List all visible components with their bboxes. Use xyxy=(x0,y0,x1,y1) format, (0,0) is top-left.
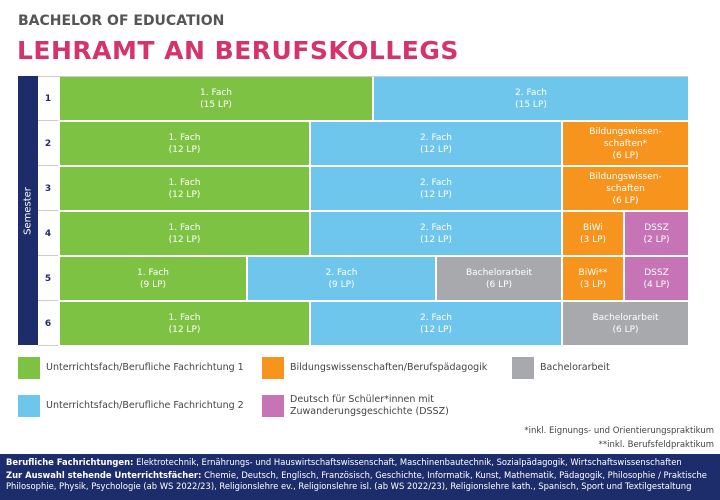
cell-text: DSSZ xyxy=(644,267,669,278)
legend-text: Unterrichtsfach/Berufliche Fachrichtung … xyxy=(46,362,244,373)
cell-text: 2. Fach xyxy=(420,177,452,188)
legend-swatch xyxy=(512,357,534,379)
cell-text: Bachelorarbeit xyxy=(592,312,659,323)
cell-text: Bildungswissen- xyxy=(589,126,662,137)
axis-label: Semester xyxy=(22,187,34,235)
cell-text: (6 LP) xyxy=(612,150,639,161)
cell: 1. Fach (12 LP) xyxy=(60,302,309,345)
cell-text: 2. Fach xyxy=(325,267,358,278)
row-number: 3 xyxy=(38,167,58,211)
legend-text: Zuwanderungsgeschichte (DSSZ) xyxy=(290,406,449,417)
cell-text: (3 LP) xyxy=(579,234,607,245)
footer-lead: Berufliche Fachrichtungen: xyxy=(6,457,134,467)
cell-text: DSSZ xyxy=(644,222,669,233)
footer-text: Elektrotechnik, Ernährungs- und Hauswirt… xyxy=(136,457,682,467)
cell-text: 1. Fach xyxy=(168,132,201,143)
footer-paragraph: Zur Auswahl stehende Unterrichtsfächer: … xyxy=(6,470,714,492)
cell-text: 1. Fach xyxy=(137,267,169,278)
cell-text: Bachelorarbeit xyxy=(465,267,533,278)
legend-label: Unterrichtsfach/Berufliche Fachrichtung … xyxy=(46,400,244,412)
cell-text: schaften* xyxy=(603,138,648,149)
cell-text: 1. Fach xyxy=(168,222,201,233)
grid-border xyxy=(38,76,688,345)
cell: 2. Fach (12 LP) xyxy=(311,167,561,210)
cell: Bachelorarbeit (6 LP) xyxy=(563,302,688,345)
legend-swatch xyxy=(262,395,284,417)
legend-text: Deutsch für Schüler*innen mit xyxy=(290,394,435,405)
legend-label: Deutsch für Schüler*innen mit Zuwanderung… xyxy=(290,394,449,418)
cell: 1. Fach (12 LP) xyxy=(60,167,309,210)
legend-swatch xyxy=(18,357,40,379)
cell-text: (15 LP) xyxy=(200,99,232,110)
cell: 1. Fach (12 LP) xyxy=(60,212,309,255)
title: LEHRAMT AN BERUFSKOLLEGS xyxy=(17,36,459,65)
cell-text: BiWi xyxy=(583,222,603,233)
cell-text: 2. Fach xyxy=(515,87,547,98)
cell-text: (12 LP) xyxy=(420,144,452,155)
legend-label: Unterrichtsfach/Berufliche Fachrichtung … xyxy=(46,362,244,374)
row-number: 4 xyxy=(38,212,58,256)
cell-text: 2. Fach xyxy=(420,312,452,323)
legend-text: Bachelorarbeit xyxy=(540,362,610,373)
cell: BiWi** (3 LP) xyxy=(563,257,623,300)
cell: 1. Fach (15 LP) xyxy=(60,77,372,120)
cell: 2. Fach (12 LP) xyxy=(311,122,561,165)
cell-text: (12 LP) xyxy=(420,234,452,245)
cell-text: (4 LP) xyxy=(643,279,670,290)
cell-text: (12 LP) xyxy=(168,324,201,335)
footnote: *inkl. Eignungs- und Orientierungsprakti… xyxy=(524,426,714,436)
cell: BiWi (3 LP) xyxy=(563,212,623,255)
cell-text: BiWi** xyxy=(578,267,608,278)
cell-text: (6 LP) xyxy=(485,279,513,290)
cell: 2. Fach (12 LP) xyxy=(311,212,561,255)
cell: 2. Fach (9 LP) xyxy=(248,257,435,300)
row-number: 6 xyxy=(38,302,58,346)
cell: Bildungswissen-schaften* (6 LP) xyxy=(563,122,688,165)
cell: DSSZ (2 LP) xyxy=(625,212,688,255)
cell-text: 2. Fach xyxy=(420,222,452,233)
legend-swatch xyxy=(262,357,284,379)
cell-text: (15 LP) xyxy=(515,99,547,110)
kicker: BACHELOR OF EDUCATION xyxy=(18,13,225,29)
cell-text: 1. Fach xyxy=(200,87,232,98)
cell-text: Bildungswissen- xyxy=(589,171,662,182)
footer-text: Chemie, Deutsch, Englisch, Französisch, … xyxy=(6,470,707,491)
cell-text: (12 LP) xyxy=(168,144,201,155)
row-number: 2 xyxy=(38,122,58,166)
semester-axis: Semester xyxy=(18,76,38,345)
cell-text: (12 LP) xyxy=(168,234,201,245)
cell: 2. Fach (15 LP) xyxy=(374,77,688,120)
cell-text: (9 LP) xyxy=(328,279,355,290)
cell-text: (12 LP) xyxy=(168,189,201,200)
cell-text: 1. Fach xyxy=(168,177,201,188)
footer-lead: Zur Auswahl stehende Unterrichtsfächer: xyxy=(6,470,202,480)
cell-text: (12 LP) xyxy=(420,324,452,335)
footnote: **inkl. Berufsfeldpraktikum xyxy=(598,440,714,450)
cell-text: (9 LP) xyxy=(139,279,167,290)
row-number: 1 xyxy=(38,77,58,121)
legend-text: Bildungswissenschaften/Berufspädagogik xyxy=(290,362,488,373)
cell-text: (3 LP) xyxy=(579,279,607,290)
cell: 1. Fach (12 LP) xyxy=(60,122,309,165)
legend-label: Bildungswissenschaften/Berufspädagogik xyxy=(290,362,487,374)
row-number: 5 xyxy=(38,257,58,301)
cell-text: (2 LP) xyxy=(643,234,670,245)
cell-text: (6 LP) xyxy=(612,195,639,206)
cell: Bachelorarbeit (6 LP) xyxy=(437,257,561,300)
cell-text: (6 LP) xyxy=(612,324,639,335)
legend-label: Bachelorarbeit xyxy=(540,362,610,374)
cell-text: (12 LP) xyxy=(420,189,452,200)
cell: 1. Fach (9 LP) xyxy=(60,257,246,300)
legend-text: Unterrichtsfach/Berufliche Fachrichtung … xyxy=(46,400,244,411)
footer: Berufliche Fachrichtungen: Elektrotechni… xyxy=(0,454,720,500)
cell: Bildungswissen-schaften (6 LP) xyxy=(563,167,688,210)
cell-text: 2. Fach xyxy=(420,132,452,143)
legend-swatch xyxy=(18,395,40,417)
cell: 2. Fach (12 LP) xyxy=(311,302,561,345)
cell: DSSZ (4 LP) xyxy=(625,257,688,300)
cell-text: schaften xyxy=(606,183,645,194)
cell-text: 1. Fach xyxy=(168,312,201,323)
footer-paragraph: Berufliche Fachrichtungen: Elektrotechni… xyxy=(6,457,714,468)
